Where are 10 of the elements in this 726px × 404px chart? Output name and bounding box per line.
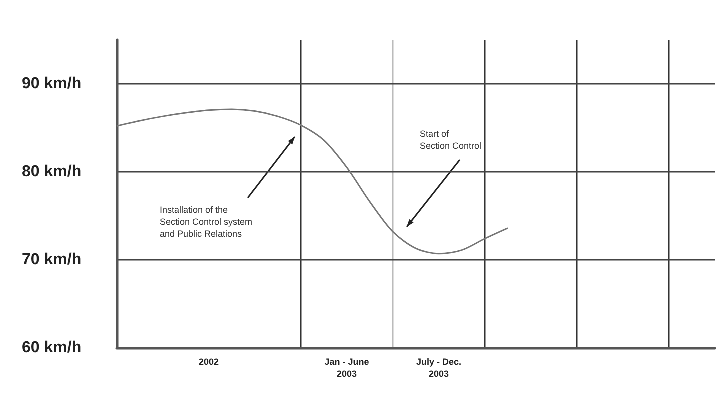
y-tick-label: 70 km/h (22, 252, 82, 268)
line-series (116, 108, 509, 255)
annotation: Installation of the Section Control system and Public Relations (160, 205, 253, 239)
annotation: Start of Section Control (420, 129, 482, 151)
x-tick-label: 2002 (198, 357, 220, 367)
y-tick-label: 80 km/h (22, 164, 82, 180)
x-tick-label: July - Dec. 2003 (416, 357, 462, 379)
x-tick-label: Jan - June 2003 (324, 357, 370, 379)
y-tick-label: 60 km/h (22, 340, 82, 356)
y-tick-label: 90 km/h (22, 76, 82, 92)
